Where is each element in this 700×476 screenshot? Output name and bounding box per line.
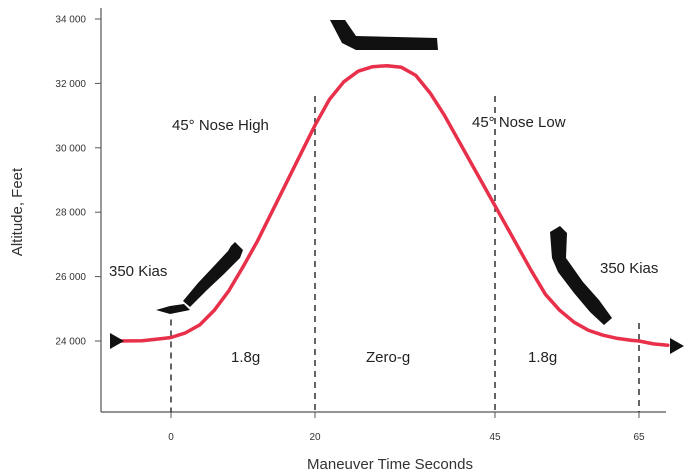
nose-high-label: 45° Nose High (172, 117, 269, 134)
x-tick-label: 20 (309, 432, 321, 443)
g-mid-label: Zero-g (366, 349, 410, 366)
kias-right-label: 350 Kias (600, 260, 658, 277)
g-right-label: 1.8g (528, 349, 557, 366)
y-tick-label: 32 000 (55, 79, 86, 90)
x-tick-label: 65 (633, 432, 645, 443)
y-tick-label: 26 000 (55, 272, 86, 283)
y-axis-title: Altitude, Feet (9, 167, 26, 256)
y-tick-label: 24 000 (55, 337, 86, 348)
end-arrow-icon (670, 338, 684, 354)
aircraft-climb-icon (183, 242, 243, 307)
aircraft-descent-icon (550, 226, 612, 325)
nose-low-label: 45° Nose Low (472, 114, 566, 131)
annotations: 45° Nose High 45° Nose Low 350 Kias 350 … (109, 114, 658, 366)
x-tick-label: 0 (168, 432, 174, 443)
aircraft-top-level-icon (330, 20, 438, 50)
x-tick-label: 45 (489, 432, 501, 443)
y-tick-label: 34 000 (55, 15, 86, 26)
g-left-label: 1.8g (231, 349, 260, 366)
x-axis-title: Maneuver Time Seconds (307, 456, 473, 473)
aircraft-level-left-icon (156, 304, 190, 314)
kias-left-label: 350 Kias (109, 263, 167, 280)
x-tick-labels: 0 20 45 65 (168, 432, 645, 443)
y-tick-label: 28 000 (55, 208, 86, 219)
y-tick-label: 30 000 (55, 143, 86, 154)
axes (100, 8, 666, 413)
phase-markers (170, 96, 640, 412)
start-arrow-icon (110, 333, 124, 349)
y-tick-marks (95, 18, 101, 342)
x-tick-marks (170, 412, 640, 418)
altitude-series-line (118, 63, 670, 347)
y-tick-labels: 24 000 26 000 28 000 30 000 32 000 34 000 (55, 15, 86, 348)
